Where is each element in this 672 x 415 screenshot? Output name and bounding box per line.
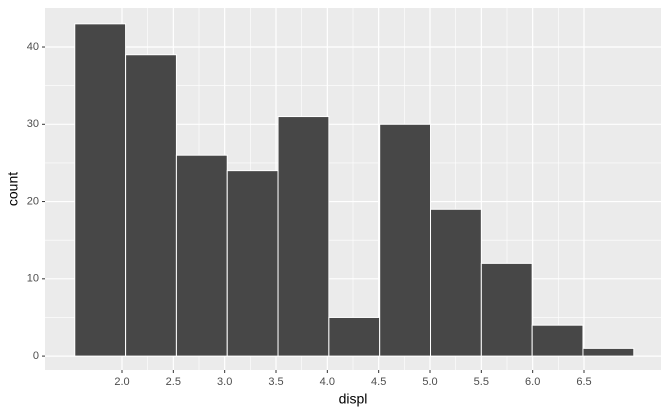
y-tick-label: 20: [27, 195, 39, 207]
x-tick-label: 6.0: [525, 376, 540, 388]
bar: [430, 208, 482, 357]
x-tick-label: 6.5: [576, 376, 591, 388]
bar: [379, 123, 432, 357]
y-axis-title: count: [5, 172, 21, 206]
y-tick-label: 0: [33, 350, 39, 362]
x-tick-label: 3.0: [217, 376, 232, 388]
x-tick-label: 5.5: [474, 376, 489, 388]
bar: [74, 23, 127, 357]
x-tick-label: 2.0: [114, 376, 129, 388]
bar: [582, 347, 635, 357]
bar: [175, 154, 228, 357]
x-axis-title: displ: [339, 391, 368, 407]
x-tick-label: 5.0: [422, 376, 437, 388]
x-tick-label: 4.5: [371, 376, 386, 388]
bar: [125, 54, 177, 357]
y-tick-label: 40: [27, 41, 39, 53]
x-tick-label: 3.5: [268, 376, 283, 388]
bar: [480, 262, 533, 357]
bar: [226, 170, 279, 357]
x-tick-label: 2.5: [166, 376, 181, 388]
y-tick-label: 30: [27, 118, 39, 130]
y-tick-label: 10: [27, 273, 39, 285]
bar: [531, 324, 584, 357]
x-tick-label: 4.0: [320, 376, 335, 388]
bar: [277, 116, 330, 357]
bar: [328, 316, 381, 357]
